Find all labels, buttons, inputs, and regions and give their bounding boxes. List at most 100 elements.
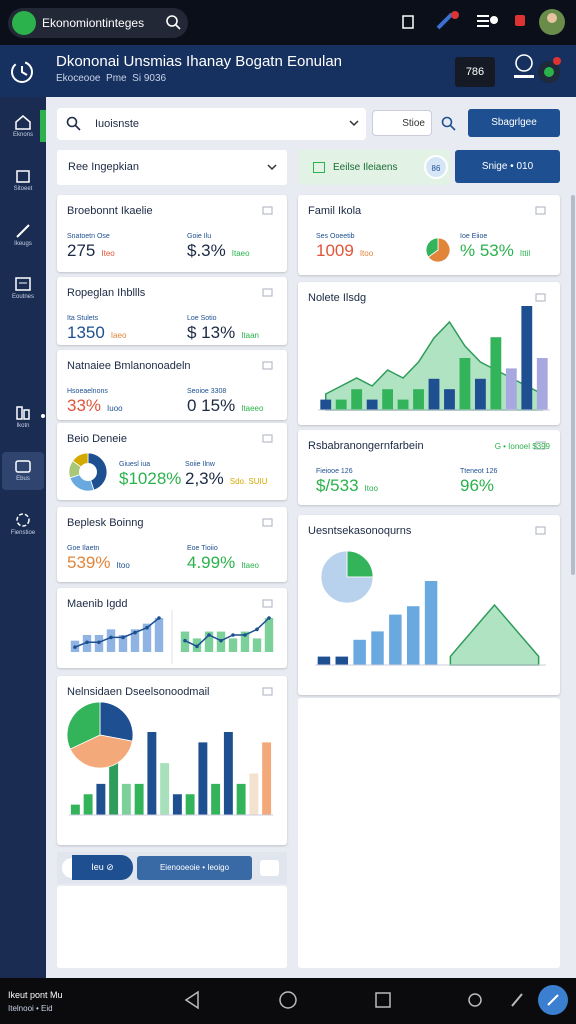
card-title: Beio Deneie [67, 433, 127, 445]
bar [211, 783, 221, 815]
stat-value: $1028% [119, 469, 182, 488]
sidebar-highlight [2, 452, 44, 490]
stat-value: 1009 [316, 241, 354, 260]
stat-row: 4.99% Itaeo [187, 553, 259, 573]
tag-icon [313, 162, 325, 173]
card-canvas [68, 434, 273, 492]
pie-slice [66, 701, 101, 750]
card-canvas [70, 599, 274, 664]
card: Uesntsekasonoqurns [298, 515, 560, 695]
stat-row: $.3% Itaeo [187, 241, 250, 261]
stat-value: 2,3% [185, 469, 224, 488]
footer-text: Itelnooi • Eid [8, 1004, 53, 1013]
stat-value: 275 [67, 241, 96, 260]
card-menu-icon [535, 206, 546, 215]
bar [413, 389, 424, 410]
bar [96, 783, 106, 815]
stat-label: Tteneot 126 [460, 468, 498, 475]
sidebar-item[interactable]: Ikotn [0, 405, 46, 429]
sidebar-item[interactable]: Ikeugs [0, 223, 46, 247]
icon [15, 460, 31, 473]
line-point [145, 625, 149, 630]
stat-row: $/533 Itoo [316, 476, 378, 496]
card-title: Rsbabranongernfarbein [308, 440, 424, 452]
stat-note: Itoo [116, 561, 130, 570]
sidebar [0, 97, 46, 978]
chevron [267, 164, 277, 171]
bar [320, 399, 332, 410]
toggle-button[interactable]: Snige • 010 [455, 150, 560, 183]
card-title: Nolete Ilsdg [308, 292, 367, 304]
search-bar[interactable] [57, 108, 366, 140]
nav-icons[interactable] [0, 978, 576, 1024]
stat-value: % 53% [460, 241, 514, 260]
bar [223, 732, 233, 815]
card: Maenib Igdd [57, 588, 287, 668]
search-icon[interactable] [441, 116, 457, 132]
pie-slice [425, 237, 439, 258]
stat-row: $ 13% Itaan [187, 323, 259, 343]
card-canvas [262, 361, 273, 370]
stat-row: 539% Itoo [67, 553, 130, 573]
card: Nelnsidaen Dseelsonoodmail [57, 676, 287, 845]
filter-dropdown[interactable] [57, 150, 287, 185]
filter-button[interactable]: Stioe [372, 110, 432, 136]
stat-row: 33% Iuoo [67, 396, 123, 416]
card-title: Beplesk Boinng [67, 517, 144, 529]
line-point [133, 630, 137, 635]
stat-row: 1350 Iaeo [67, 323, 126, 343]
card: Rsbabranongernfarbein Fieiooe 126 $/533 Ito… [298, 430, 560, 505]
bar [154, 618, 164, 652]
card-title: Broebonnt Ikaelie [67, 205, 153, 217]
card-menu-icon [535, 526, 546, 535]
sidebar-item[interactable]: Fienstioe [0, 512, 46, 536]
small-button[interactable] [260, 860, 279, 876]
line-point [183, 638, 187, 643]
primary-button[interactable]: Sbagrlgee [468, 109, 560, 137]
search-pill[interactable] [8, 8, 188, 38]
card: Beplesk Boinng Goe Ilaetn 539% Itoo Eoe Tioi… [57, 507, 287, 582]
card-menu-icon [535, 293, 546, 302]
card-canvas [315, 526, 546, 666]
card-menu-icon [262, 206, 273, 215]
donut-hole [79, 463, 97, 481]
card-canvas [425, 206, 546, 263]
bar [118, 635, 128, 652]
bar [142, 623, 152, 652]
stat-value: 1350 [67, 323, 105, 342]
bar [536, 358, 548, 410]
stat-value: 4.99% [187, 553, 236, 572]
sidebar-item[interactable]: Ebus [0, 458, 46, 482]
stat-label: Ita Stulets [67, 315, 99, 322]
stat-value: $ 13% [187, 323, 236, 342]
header-title: Dkononai Unsmias Ihanay Bogatn Eonulan [56, 53, 343, 70]
card-title: Ropeglan Ihbllls [67, 287, 146, 299]
stat-label: Ioe Eiioe [460, 233, 488, 240]
bar [198, 742, 208, 815]
sidebar-label: Sitoeet [13, 186, 33, 192]
bar [406, 606, 420, 665]
pill-button[interactable]: Ieu ⊘ [72, 855, 133, 880]
bar [172, 794, 182, 815]
pie-slice [99, 701, 134, 742]
wide-button[interactable]: Eienooeoie • Ieoigo [137, 856, 252, 880]
bar [335, 399, 347, 410]
sidebar-label: Ikeugs [14, 241, 32, 247]
sidebar-label: Eknons [12, 132, 33, 138]
stat-note: Itoo [359, 249, 374, 258]
sidebar-item[interactable]: Eknons [0, 114, 46, 138]
sidebar-dot [41, 414, 45, 418]
sidebar-item[interactable]: Sitoeet [0, 168, 46, 192]
sidebar-item[interactable]: Eoutnes [0, 276, 46, 300]
sidebar-label: Ebus [16, 476, 30, 482]
header-badge[interactable]: 786 [455, 57, 495, 87]
stat-value: 33% [67, 396, 102, 415]
stat-value: $/533 [316, 476, 359, 495]
empty-panel [57, 886, 287, 968]
card-menu-icon [535, 441, 546, 450]
stat-row: 1009 Itoo [316, 241, 373, 261]
stat-row: 2,3% Sdo. SUIU [185, 469, 268, 489]
card-canvas [262, 288, 273, 297]
card-menu-icon [262, 518, 273, 527]
app-logo [12, 11, 36, 35]
